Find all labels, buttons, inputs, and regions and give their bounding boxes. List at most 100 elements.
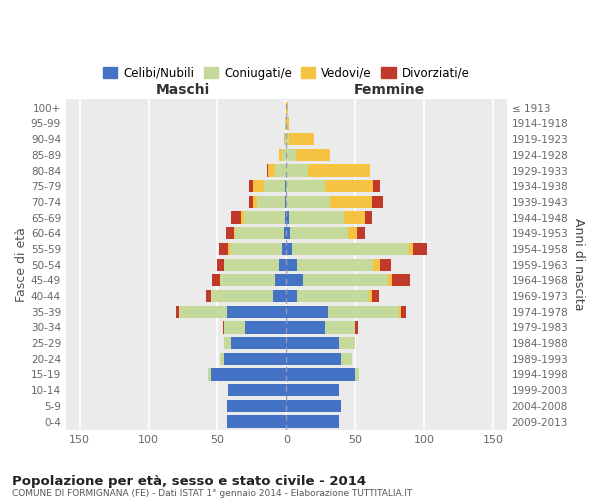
Bar: [341, 352, 352, 365]
Bar: [208, 368, 211, 380]
Y-axis label: Anni di nascita: Anni di nascita: [572, 218, 585, 311]
Bar: [253, 180, 264, 192]
Bar: [206, 290, 211, 302]
Bar: [224, 322, 245, 334]
Bar: [286, 368, 355, 380]
Bar: [223, 322, 224, 334]
Bar: [344, 212, 365, 224]
Text: COMUNE DI FORMIGNANA (FE) - Dati ISTAT 1° gennaio 2014 - Elaborazione TUTTITALIA: COMUNE DI FORMIGNANA (FE) - Dati ISTAT 1…: [12, 489, 412, 498]
Bar: [219, 243, 229, 255]
Bar: [286, 102, 287, 114]
Bar: [249, 196, 253, 208]
Bar: [380, 258, 391, 271]
Bar: [372, 196, 383, 208]
Bar: [217, 258, 224, 271]
Bar: [275, 274, 286, 286]
Bar: [268, 164, 275, 176]
Text: Maschi: Maschi: [156, 83, 210, 97]
Text: Popolazione per età, sesso e stato civile - 2014: Popolazione per età, sesso e stato civil…: [12, 474, 366, 488]
Bar: [267, 164, 268, 176]
Bar: [211, 368, 286, 380]
Bar: [284, 133, 285, 145]
Bar: [290, 227, 348, 239]
Bar: [286, 118, 289, 130]
Bar: [231, 337, 286, 349]
Bar: [257, 196, 285, 208]
Bar: [286, 352, 341, 365]
Bar: [356, 227, 365, 239]
Bar: [369, 290, 372, 302]
Legend: Celibi/Nubili, Coniugati/e, Vedovi/e, Divorziati/e: Celibi/Nubili, Coniugati/e, Vedovi/e, Di…: [98, 62, 474, 84]
Bar: [230, 243, 282, 255]
Text: Femmine: Femmine: [354, 83, 425, 97]
Bar: [227, 416, 286, 428]
Bar: [272, 290, 286, 302]
Bar: [308, 164, 370, 176]
Bar: [285, 180, 286, 192]
Bar: [220, 274, 275, 286]
Bar: [298, 258, 373, 271]
Bar: [253, 196, 257, 208]
Bar: [211, 290, 272, 302]
Bar: [264, 180, 285, 192]
Bar: [231, 212, 241, 224]
Bar: [286, 306, 328, 318]
Bar: [325, 180, 373, 192]
Bar: [286, 416, 338, 428]
Bar: [280, 258, 286, 271]
Bar: [365, 212, 372, 224]
Bar: [286, 133, 289, 145]
Bar: [235, 227, 284, 239]
Bar: [388, 274, 392, 286]
Bar: [229, 384, 286, 396]
Bar: [286, 180, 325, 192]
Bar: [241, 212, 244, 224]
Bar: [286, 274, 303, 286]
Bar: [286, 400, 341, 412]
Bar: [275, 164, 286, 176]
Bar: [249, 180, 253, 192]
Bar: [176, 306, 179, 318]
Bar: [286, 227, 290, 239]
Bar: [286, 337, 338, 349]
Bar: [331, 196, 372, 208]
Bar: [298, 290, 369, 302]
Bar: [286, 196, 331, 208]
Bar: [286, 164, 308, 176]
Bar: [282, 243, 286, 255]
Bar: [292, 243, 409, 255]
Bar: [285, 133, 286, 145]
Bar: [220, 352, 224, 365]
Bar: [229, 243, 230, 255]
Bar: [286, 148, 296, 161]
Bar: [373, 180, 380, 192]
Bar: [224, 258, 280, 271]
Bar: [373, 258, 380, 271]
Bar: [286, 290, 298, 302]
Bar: [227, 306, 286, 318]
Bar: [244, 212, 285, 224]
Bar: [286, 322, 325, 334]
Bar: [338, 337, 355, 349]
Bar: [392, 274, 410, 286]
Bar: [226, 227, 234, 239]
Bar: [413, 243, 427, 255]
Bar: [234, 227, 235, 239]
Bar: [285, 118, 286, 130]
Bar: [286, 243, 292, 255]
Bar: [289, 133, 314, 145]
Bar: [355, 322, 358, 334]
Bar: [325, 322, 355, 334]
Bar: [285, 196, 286, 208]
Bar: [227, 400, 286, 412]
Bar: [303, 274, 388, 286]
Bar: [286, 384, 338, 396]
Bar: [224, 352, 286, 365]
Bar: [285, 212, 286, 224]
Bar: [212, 274, 220, 286]
Bar: [245, 322, 286, 334]
Bar: [179, 306, 227, 318]
Bar: [286, 212, 289, 224]
Bar: [409, 243, 413, 255]
Bar: [328, 306, 399, 318]
